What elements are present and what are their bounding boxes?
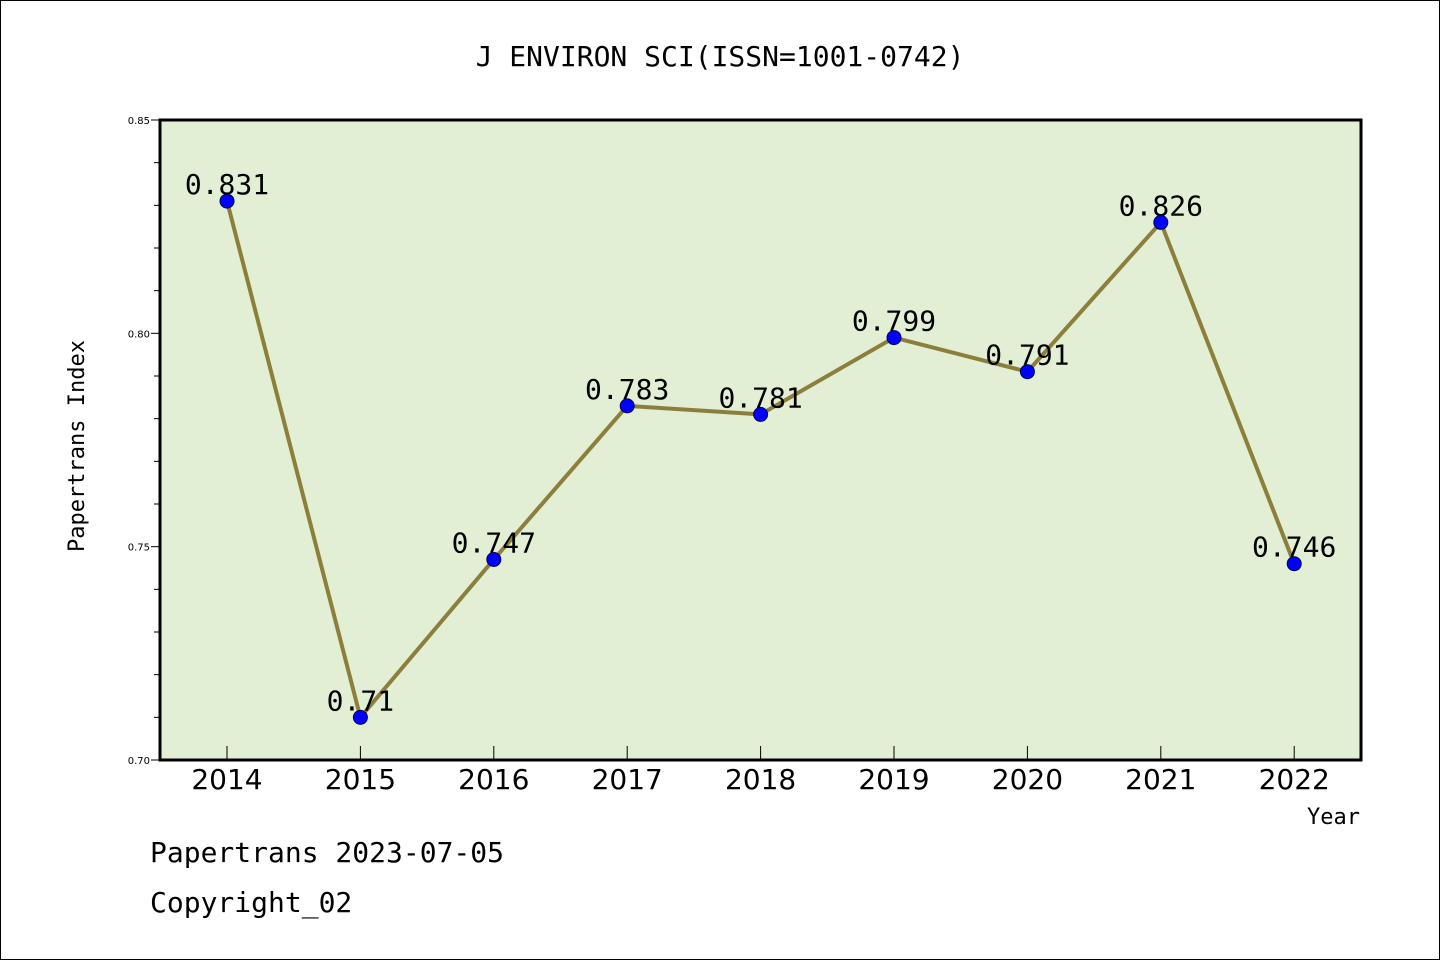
data-label: 0.783 [585,373,669,406]
data-point [1019,364,1035,380]
data-point [486,551,502,567]
x-tick-label: 2022 [1259,763,1330,796]
y-tick-label: 0.85 [128,116,150,127]
data-label: 0.71 [327,684,394,717]
x-tick-label: 2021 [1125,763,1196,796]
x-tick-label: 2014 [191,763,262,796]
y-axis-label: Papertrans Index [65,340,90,552]
footer-date: Papertrans 2023-07-05 [150,836,505,869]
y-axis: 0.70 0.75 0.80 0.85 [128,116,160,767]
data-label: 0.831 [185,168,269,201]
data-point [352,709,368,725]
data-label: 0.826 [1119,189,1203,222]
x-tick-label: 2015 [325,763,396,796]
x-tick-label: 2017 [592,763,663,796]
y-tick-label: 0.75 [128,543,150,554]
data-label: 0.791 [985,339,1069,372]
y-tick-label: 0.70 [128,756,150,767]
data-point [619,398,635,414]
y-tick-label: 0.80 [128,329,150,340]
series-0: 0.831 0.71 0.747 0.783 0.781 0.799 0.791 0.826 0… [185,168,1336,725]
data-label: 0.747 [452,526,536,559]
x-tick-label: 2016 [458,763,529,796]
footer-copyright: Copyright_02 [150,886,353,919]
data-point [753,406,769,422]
data-point [1286,556,1302,572]
data-label: 0.781 [718,381,802,414]
data-label: 0.799 [852,305,936,338]
data-point [1153,214,1169,230]
x-axis-label: Year [1307,805,1360,830]
x-tick-label: 2020 [992,763,1063,796]
chart-title: J ENVIRON SCI(ISSN=1001-0742) [476,40,965,73]
data-label: 0.746 [1252,531,1336,564]
x-tick-label: 2018 [725,763,796,796]
x-axis: 2014 2015 2016 2017 2018 2019 2020 2021 2022 [191,746,1330,796]
data-point [886,330,902,346]
data-point [219,193,235,209]
x-tick-label: 2019 [858,763,929,796]
